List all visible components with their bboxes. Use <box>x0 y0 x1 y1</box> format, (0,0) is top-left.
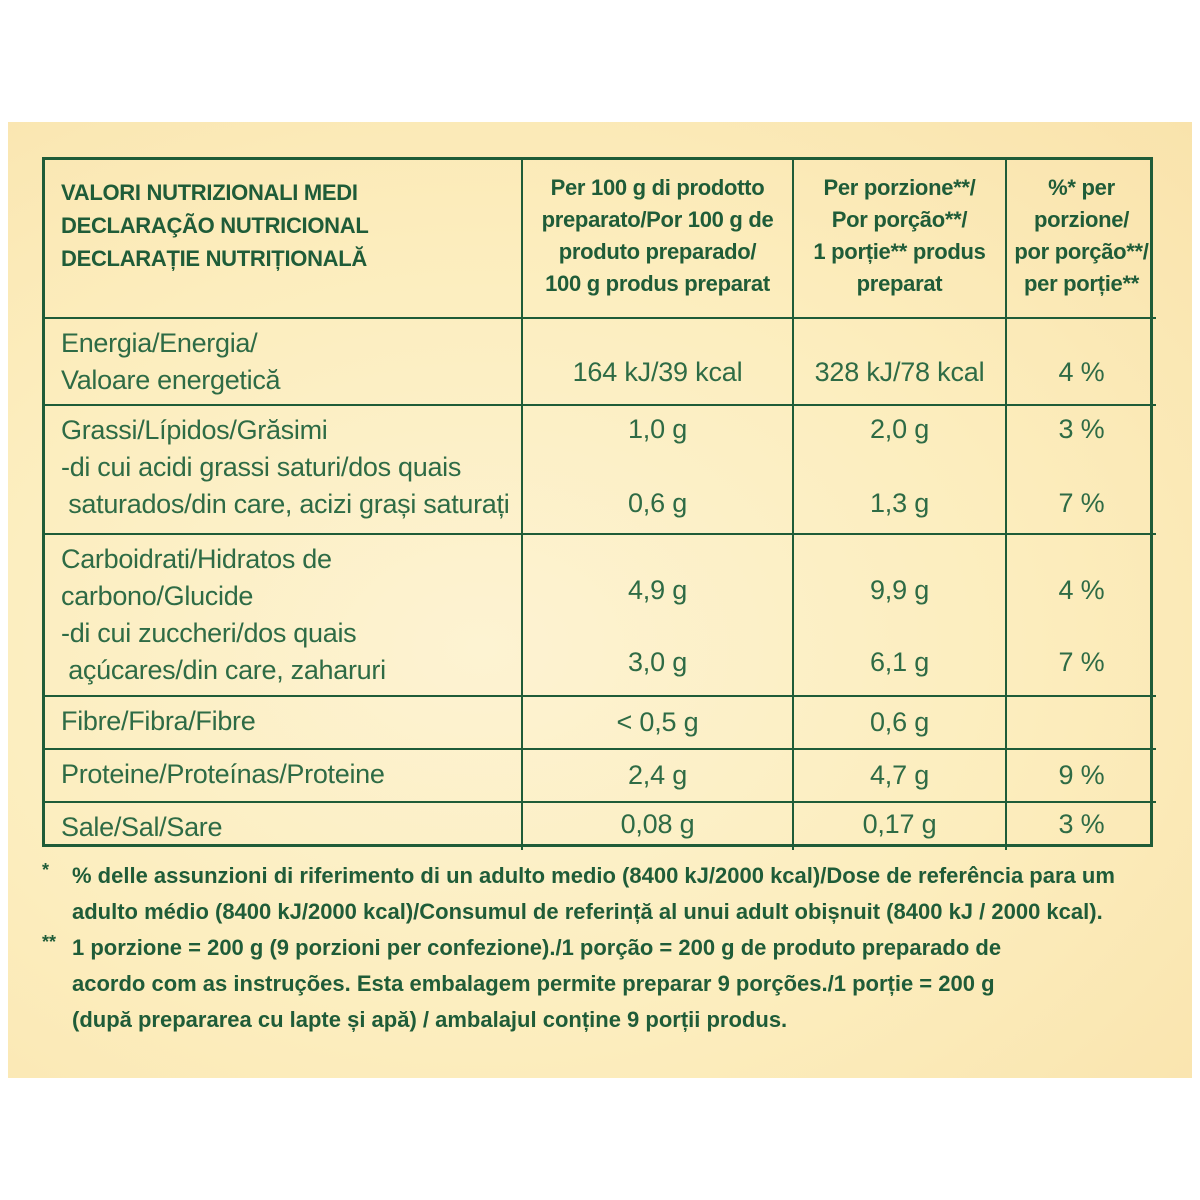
row-fat-percent: 3 % 7 % <box>1007 406 1156 535</box>
header-line: preparato/Por 100 g de <box>541 207 774 232</box>
row-protein-per-portion: 4,7 g <box>794 750 1007 803</box>
row-carbs-per100: 4,9 g 3,0 g <box>523 535 794 697</box>
value: 3 % <box>1058 414 1105 444</box>
header-line: Per 100 g di prodotto <box>550 175 765 200</box>
header-line: Por porção**/ <box>831 207 968 232</box>
value: 2,0 g <box>869 414 930 444</box>
row-energy-per-portion: 328 kJ/78 kcal <box>794 319 1007 406</box>
value: 9,9 g <box>869 575 930 605</box>
footnote-mark: ** <box>42 932 57 952</box>
row-protein-label: Proteine/Proteínas/Proteine <box>45 750 523 803</box>
footnotes: * % delle assunzioni di riferimento di u… <box>42 858 1162 1038</box>
row-energy-label: Energia/Energia/ Valoare energetică <box>45 319 523 406</box>
row-carbs-per-portion: 9,9 g 6,1 g <box>794 535 1007 697</box>
header-line: per porție** <box>1024 271 1139 296</box>
header-line: %* per <box>1048 175 1115 200</box>
value: 4 % <box>1058 575 1105 605</box>
footnote-reference-intake: * % delle assunzioni di riferimento di u… <box>42 858 1162 930</box>
row-energy-per100: 164 kJ/39 kcal <box>523 319 794 406</box>
header-line: 100 g produs preparat <box>545 271 770 296</box>
value: 7 % <box>1058 488 1105 518</box>
value: 4 % <box>1058 357 1105 387</box>
row-fibre-per100: < 0,5 g <box>523 697 794 750</box>
value: 4,7 g <box>869 760 930 790</box>
label-line: Grassi/Lípidos/Grăsimi <box>61 415 328 445</box>
value: 164 kJ/39 kcal <box>572 357 743 387</box>
value: 328 kJ/78 kcal <box>814 357 985 387</box>
label-line: Energia/Energia/ <box>61 328 258 358</box>
label-line: Proteine/Proteínas/Proteine <box>61 759 385 789</box>
footnote-portion: ** 1 porzione = 200 g (9 porzioni per co… <box>42 930 1162 1038</box>
label-line: Sale/Sal/Sare <box>61 812 223 842</box>
footnote-line: adulto médio (8400 kJ/2000 kcal)/Consumu… <box>72 899 1103 924</box>
header-line: DECLARAȚIE NUTRIȚIONALĂ <box>61 246 367 271</box>
label-line: saturados/din care, acizi grași saturați <box>61 489 510 519</box>
footnote-line: acordo com as instruções. Esta embalagem… <box>72 971 995 996</box>
label-line: Valoare energetică <box>61 365 281 395</box>
header-line: VALORI NUTRIZIONALI MEDI <box>61 180 358 205</box>
row-carbs-label: Carboidrati/Hidratos de carbono/Glucide … <box>45 535 523 697</box>
row-fat-label: Grassi/Lípidos/Grăsimi -di cui acidi gra… <box>45 406 523 535</box>
value: 1,0 g <box>627 414 688 444</box>
label-line: Fibre/Fibra/Fibre <box>61 706 256 736</box>
value: 2,4 g <box>627 760 688 790</box>
row-energy-percent: 4 % <box>1007 319 1156 406</box>
value: 4,9 g <box>627 575 688 605</box>
header-line: 1 porție** produs <box>813 239 986 264</box>
header-percent-column: %* per porzione/ por porção**/ per porți… <box>1007 160 1156 319</box>
value: 0,6 g <box>869 707 930 737</box>
row-salt-per-portion: 0,17 g <box>794 803 1007 850</box>
header-line: porzione/ <box>1033 207 1130 232</box>
value: 6,1 g <box>869 647 930 677</box>
footnote-line: 1 porzione = 200 g (9 porzioni per confe… <box>72 935 1002 960</box>
row-protein-per100: 2,4 g <box>523 750 794 803</box>
header-per-portion-column: Per porzione**/ Por porção**/ 1 porție**… <box>794 160 1007 319</box>
label-line: -di cui acidi grassi saturi/dos quais <box>61 452 462 482</box>
label-panel <box>8 122 1192 1078</box>
label-line: açúcares/din care, zaharuri <box>61 655 386 685</box>
header-line: produto preparado/ <box>558 239 757 264</box>
footnote-mark: * <box>42 860 50 880</box>
footnote-line: (după prepararea cu lapte și apă) / amba… <box>72 1007 788 1032</box>
nutrition-table: VALORI NUTRIZIONALI MEDI DECLARAÇÃO NUTR… <box>42 157 1156 850</box>
row-protein-percent: 9 % <box>1007 750 1156 803</box>
label-line: carbono/Glucide <box>61 581 254 611</box>
header-nutrient-column: VALORI NUTRIZIONALI MEDI DECLARAÇÃO NUTR… <box>45 160 523 319</box>
footnote-line: % delle assunzioni di riferimento di un … <box>72 863 1115 888</box>
header-line: Per porzione**/ <box>823 175 976 200</box>
row-fibre-label: Fibre/Fibra/Fibre <box>45 697 523 750</box>
value: 0,6 g <box>627 488 688 518</box>
value: 1,3 g <box>869 488 930 518</box>
row-salt-label: Sale/Sal/Sare <box>45 803 523 850</box>
header-line: DECLARAÇÃO NUTRICIONAL <box>61 213 369 238</box>
value: 0,08 g <box>620 809 695 839</box>
row-salt-percent: 3 % <box>1007 803 1156 850</box>
value: 3,0 g <box>627 647 688 677</box>
row-fat-per100: 1,0 g 0,6 g <box>523 406 794 535</box>
header-line: por porção**/ <box>1014 239 1149 264</box>
value: < 0,5 g <box>616 707 699 737</box>
value: 9 % <box>1058 760 1105 790</box>
row-carbs-percent: 4 % 7 % <box>1007 535 1156 697</box>
row-salt-per100: 0,08 g <box>523 803 794 850</box>
value: 3 % <box>1058 809 1105 839</box>
row-fat-per-portion: 2,0 g 1,3 g <box>794 406 1007 535</box>
row-fibre-percent <box>1007 697 1156 750</box>
header-per-100g-column: Per 100 g di prodotto preparato/Por 100 … <box>523 160 794 319</box>
label-line: -di cui zuccheri/dos quais <box>61 618 357 648</box>
value: 7 % <box>1058 647 1105 677</box>
value: 0,17 g <box>862 809 937 839</box>
header-line: preparat <box>856 271 943 296</box>
row-fibre-per-portion: 0,6 g <box>794 697 1007 750</box>
label-line: Carboidrati/Hidratos de <box>61 544 332 574</box>
